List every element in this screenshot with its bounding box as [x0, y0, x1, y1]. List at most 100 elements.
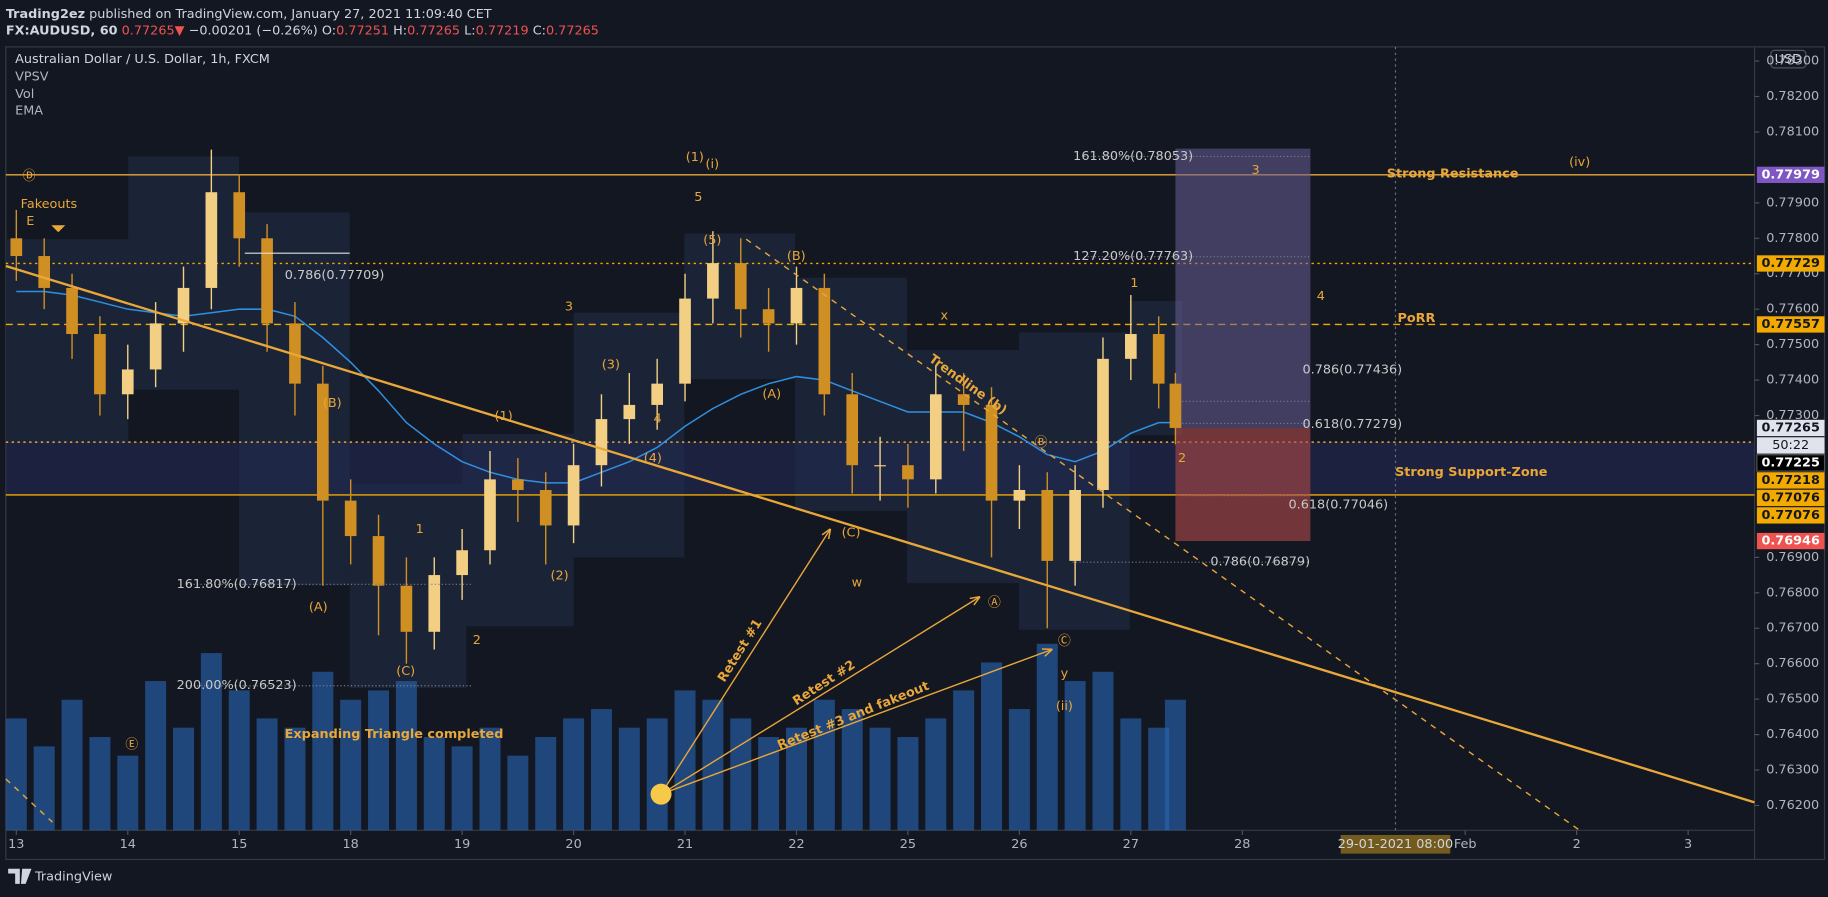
- candle-body: [400, 585, 413, 632]
- y-tick-label: 0.77900: [1766, 195, 1819, 210]
- x-tick-label: 27: [1123, 837, 1139, 852]
- x-tick-label: 14: [120, 837, 136, 852]
- volume-bar: [200, 653, 222, 831]
- price-label-bg: [1756, 507, 1825, 524]
- wave-label: PoRR: [1397, 311, 1435, 326]
- volume-bar: [646, 718, 668, 831]
- fib-label: 0.618(0.77279): [1303, 417, 1403, 432]
- wave-label: (4): [644, 451, 662, 466]
- wave-label: (C): [842, 526, 861, 541]
- volume-bar: [1148, 727, 1170, 831]
- price-label: 0.77218: [1762, 473, 1820, 488]
- price-label: 0.77979: [1762, 167, 1820, 182]
- volume-bar: [590, 709, 612, 831]
- x-tick-label: 13: [8, 837, 24, 852]
- x-tick-label: 20: [565, 837, 581, 852]
- candle-body: [762, 309, 775, 324]
- fib-label: 0.786(0.76879): [1210, 555, 1310, 570]
- fib-label: 161.80%(0.78053): [1073, 149, 1193, 164]
- candle-body: [929, 394, 942, 480]
- wave-label: (1): [686, 150, 704, 165]
- wave-label: Ⓐ: [988, 595, 1001, 610]
- wave-label: 5: [694, 190, 702, 205]
- indicator-name: VPSV: [15, 70, 49, 85]
- candle-body: [1041, 489, 1054, 561]
- volume-bar: [117, 755, 139, 831]
- candle-body: [679, 298, 691, 384]
- logo: [8, 868, 32, 884]
- x-tick-label: 2: [1573, 837, 1581, 852]
- candle-body: [121, 369, 134, 395]
- wave-label: 2: [1178, 451, 1186, 466]
- candle-body: [344, 500, 357, 537]
- candle-body: [1069, 489, 1081, 561]
- y-tick-label: 0.78200: [1766, 89, 1819, 104]
- y-tick-label: 0.76300: [1766, 763, 1819, 778]
- candle-body: [595, 419, 608, 466]
- low: 0.77219: [476, 23, 529, 38]
- crosshair-label-bg: [1340, 834, 1451, 854]
- wave-label: Strong Resistance: [1387, 166, 1519, 181]
- volume-bar: [674, 690, 696, 831]
- y-tick-label: 0.77500: [1766, 337, 1819, 352]
- candle-body: [874, 465, 886, 467]
- indicator-name: EMA: [15, 103, 43, 118]
- fib-label: 200.00%(0.76523): [177, 678, 297, 693]
- volume-bar: [89, 737, 111, 831]
- profile-box: [5, 239, 129, 444]
- fib-label: 0.786(0.77709): [285, 268, 385, 283]
- volume-bar: [368, 690, 390, 831]
- candle-body: [623, 404, 636, 420]
- volume-bar: [981, 662, 1003, 831]
- y-tick-label: 0.78300: [1766, 54, 1819, 69]
- x-tick-label: Feb: [1454, 837, 1477, 852]
- volume-bar: [1120, 718, 1142, 831]
- countdown: 50:22: [1772, 438, 1809, 453]
- wave-label: (A): [762, 387, 781, 402]
- y-tick-label: 0.77600: [1766, 302, 1819, 317]
- volume-bar: [702, 699, 724, 831]
- y-tick-label: 0.76700: [1766, 621, 1819, 636]
- candle-body: [205, 192, 218, 288]
- wave-label: 2: [473, 633, 481, 648]
- volume-bar: [256, 718, 278, 831]
- wave-label: (B): [787, 249, 806, 264]
- wave-label: Ⓓ: [23, 169, 36, 184]
- y-tick-label: 0.76500: [1766, 692, 1819, 707]
- stop-zone: [1175, 427, 1311, 542]
- open: 0.77251: [336, 23, 389, 38]
- price-label: 0.77225: [1762, 455, 1820, 470]
- y-tick-label: 0.76600: [1766, 656, 1819, 671]
- wave-label: 3: [565, 299, 573, 314]
- candle-body: [149, 323, 162, 370]
- price-label-bg: [1756, 489, 1825, 507]
- chart-title: Australian Dollar / U.S. Dollar, 1h, FXC…: [15, 52, 270, 67]
- footer: TradingView: [8, 868, 112, 884]
- volume-bar: [925, 718, 947, 831]
- volume-bar: [340, 699, 362, 831]
- wave-label: (2): [551, 569, 569, 584]
- x-tick-label: 26: [1011, 837, 1027, 852]
- price-label: 0.77557: [1762, 317, 1820, 332]
- price-label-bg: [1756, 255, 1825, 272]
- wave-label: (ii): [1056, 699, 1073, 714]
- high: 0.77265: [407, 23, 460, 38]
- price-label-bg: [1756, 166, 1825, 184]
- price-label: 0.77076: [1762, 508, 1820, 523]
- x-tick-label: 3: [1684, 837, 1692, 852]
- volume-bar: [284, 727, 306, 831]
- wave-label: Ⓔ: [125, 738, 138, 753]
- x-tick-label: 28: [1234, 837, 1250, 852]
- candle-body: [1125, 334, 1137, 359]
- wave-label: x: [941, 309, 949, 324]
- volume-bar: [758, 737, 780, 831]
- candle-body: [316, 383, 329, 501]
- y-tick-label: 0.77400: [1766, 373, 1819, 388]
- indicator-name: Vol: [15, 87, 34, 102]
- volume-bar: [33, 746, 55, 831]
- candle-body: [512, 479, 524, 490]
- volume-bar: [1064, 681, 1086, 831]
- volume-bar: [451, 746, 473, 831]
